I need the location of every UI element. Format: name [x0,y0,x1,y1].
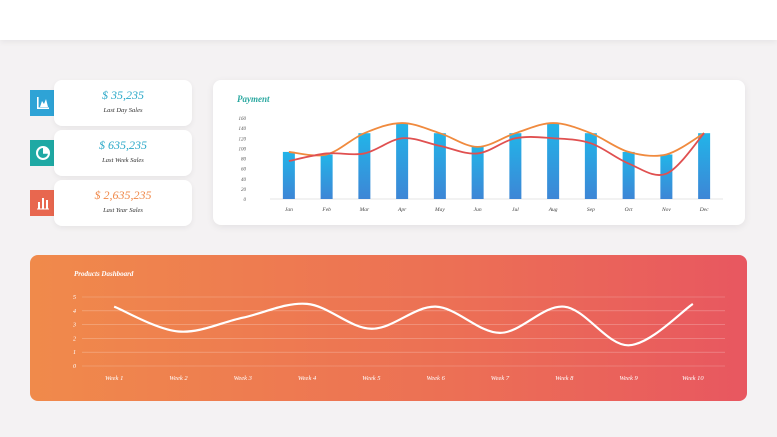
x-tick-label: Sep [587,207,595,213]
x-tick-label: Nov [661,207,671,213]
x-tick-label: Jun [474,207,482,213]
payment-line-2 [288,132,705,176]
stat-icon-week [30,140,56,166]
y-tick-label: 4 [73,308,76,315]
y-tick-label: 3 [72,323,76,329]
products-title: Products Dashboard [74,270,134,278]
x-tick-label: Jul [512,207,519,213]
payment-bar [320,154,333,199]
top-bar [0,0,777,40]
stat-icon-day [30,90,56,116]
stat-card-year: $ 2,635,235 Last Year Sales [54,180,192,226]
x-tick-label: Apr [397,207,407,213]
y-tick-label: 2 [73,336,76,342]
payment-bar [584,133,597,199]
stat-label-week: Last Week Sales [102,157,144,164]
y-tick-label: 80 [241,158,247,163]
y-tick-label: 100 [239,147,247,152]
x-tick-label: Week 1 [105,375,123,382]
x-tick-label: Dec [699,207,709,213]
payment-bar [622,151,635,199]
pie-chart-icon [36,146,50,160]
payment-bar [509,133,522,199]
x-tick-label: Oct [625,207,633,213]
chart-icon [37,97,49,109]
x-tick-label: Week 2 [169,375,188,382]
stat-value-year: $ 2,635,235 [94,188,152,202]
stat-value-day: $ 35,235 [102,88,144,102]
y-tick-label: 1 [73,350,76,356]
payment-card: 0 20 40 60 80 100 120 140 160 Jan Feb Mar Apr May Jun J… [213,80,745,225]
y-tick-label: 60 [241,168,247,173]
x-tick-label: Week 4 [298,375,317,382]
payment-line-1 [288,122,705,157]
stat-label-year: Last Year Sales [103,207,143,214]
y-tick-label: 5 [73,295,76,301]
payment-bar [547,123,560,199]
payment-bar [698,133,711,199]
x-tick-label: Week 8 [555,375,574,382]
x-tick-label: Aug [548,207,558,213]
y-tick-label: 0 [244,198,247,203]
payment-bar [660,154,673,199]
stat-card-week: $ 635,235 Last Week Sales [54,130,192,176]
payment-bar [396,123,409,199]
payment-title: Payment [237,94,270,104]
x-tick-label: Feb [321,207,331,213]
y-tick-label: 140 [239,127,247,132]
payment-bar [358,133,371,199]
products-line [113,302,694,347]
y-tick-label: 20 [241,188,247,193]
y-tick-label: 40 [241,178,247,183]
y-tick-label: 120 [239,137,247,142]
stat-value-week: $ 635,235 [99,138,147,152]
stat-card-day: $ 35,235 Last Day Sales [54,80,192,126]
y-tick-label: 0 [73,364,76,370]
x-tick-label: Week 10 [682,375,704,382]
x-tick-label: Mar [359,207,370,213]
y-tick-label: 160 [239,117,247,122]
x-tick-label: Week 7 [491,375,510,382]
stat-icon-year [30,190,56,216]
x-tick-label: May [434,207,445,213]
stat-label-day: Last Day Sales [103,107,143,114]
x-tick-label: Week 3 [234,375,253,382]
payment-bar [433,133,446,199]
bar-chart-icon [37,198,49,210]
x-tick-label: Week 6 [426,375,445,382]
payment-chart: 0 20 40 60 80 100 120 140 160 Jan Feb Mar Apr May Jun J… [239,117,723,213]
x-tick-label: Week 9 [619,375,638,382]
payment-bar [471,146,484,199]
x-tick-label: Week 5 [362,375,381,382]
payment-bar [282,151,295,199]
products-card: 0 1 2 3 4 5 Week 1 Week 2 Week 3 Week 4 Week 5 Week… [30,255,747,401]
x-tick-label: Jan [285,207,293,213]
products-chart: 0 1 2 3 4 5 Week 1 Week 2 Week 3 Week 4 Week 5 Week… [72,295,725,382]
